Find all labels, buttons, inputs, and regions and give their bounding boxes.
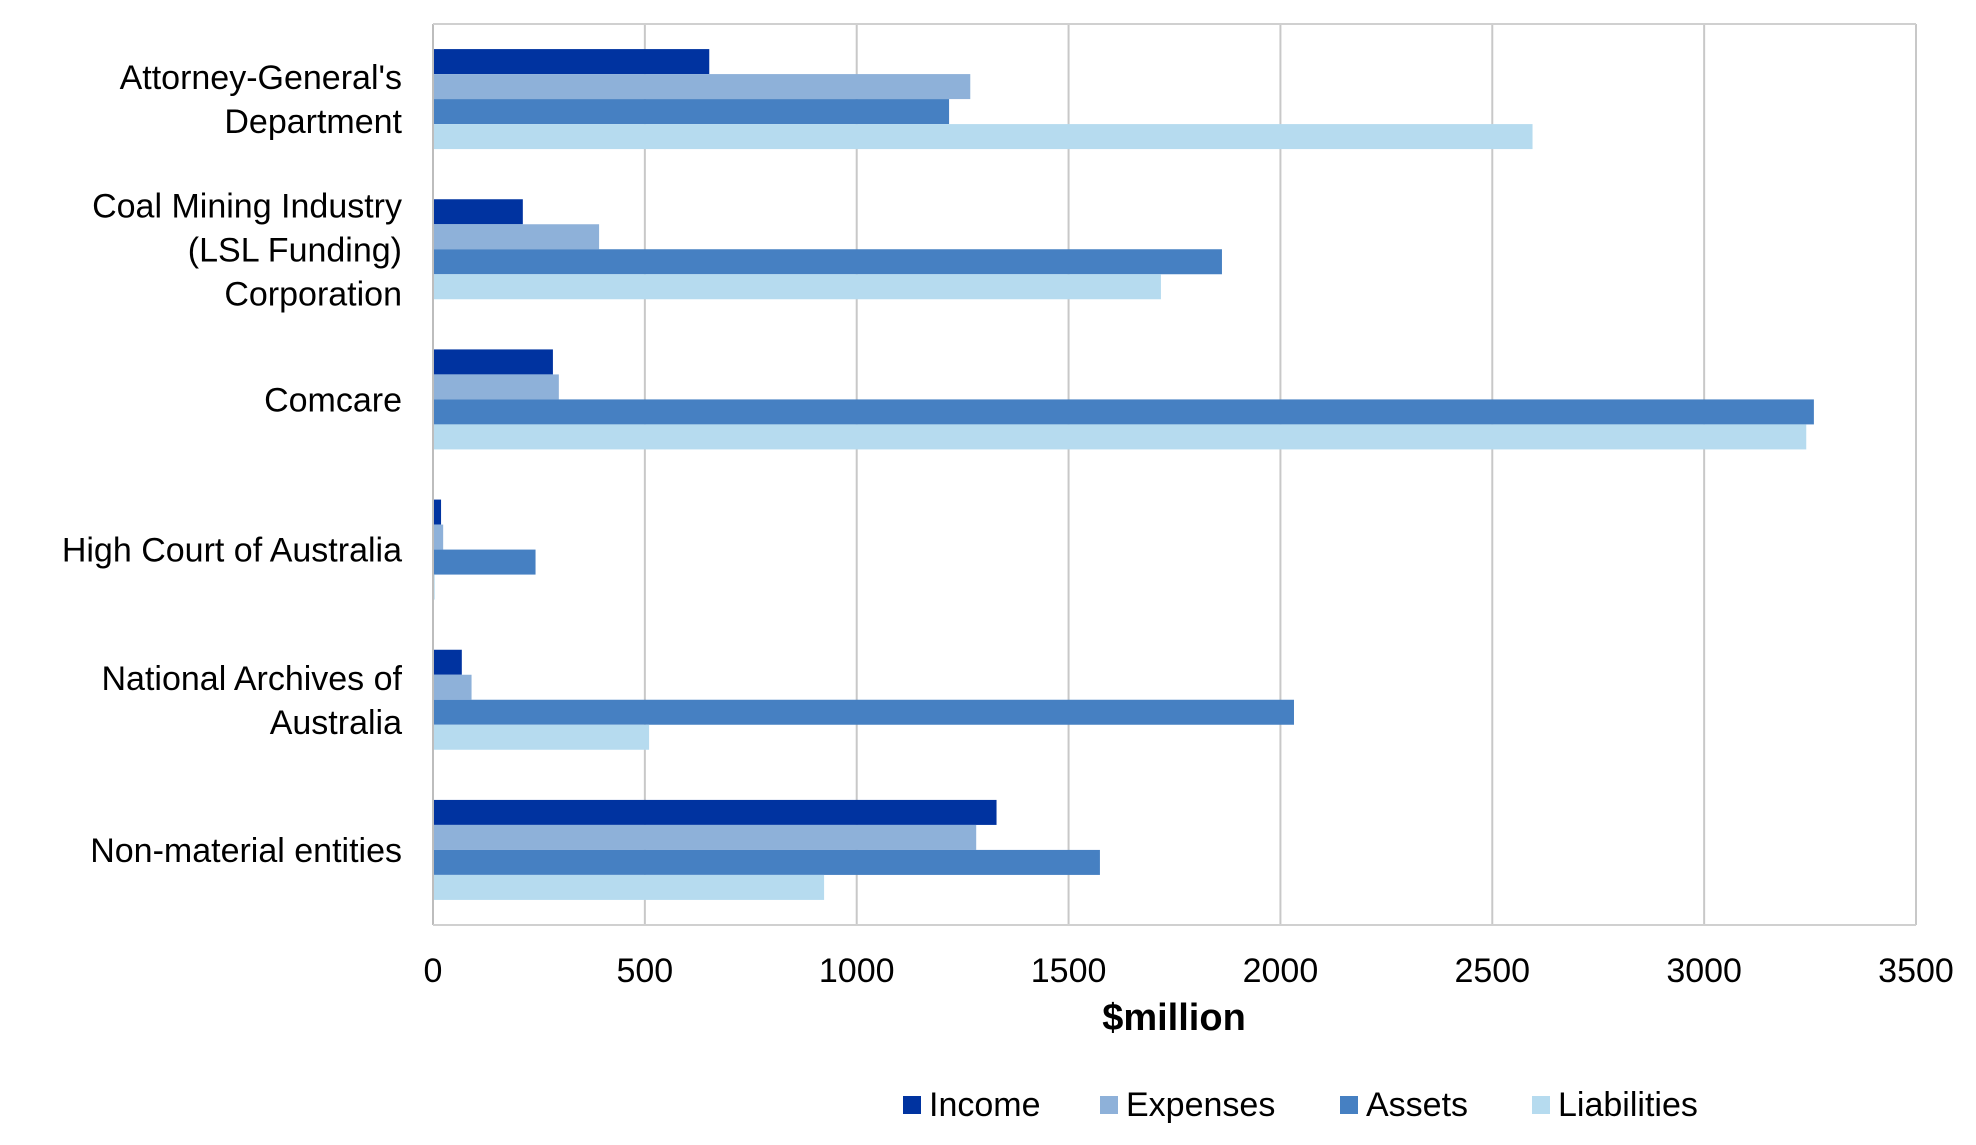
bar-assets-5	[433, 849, 1100, 875]
category-label: Coal Mining Industry (LSL Funding) Corpora…	[92, 187, 402, 313]
category-label: High Court of Australia	[62, 532, 402, 570]
bar-assets-3	[433, 549, 536, 575]
plot-frame	[432, 23, 1916, 926]
bar-income-0	[433, 49, 710, 75]
x-tick-label: 2500	[1454, 952, 1530, 990]
bar-income-3	[433, 499, 442, 525]
bar-assets-2	[433, 399, 1814, 425]
legend-swatch-assets	[1340, 1096, 1358, 1114]
x-tick-label: 2000	[1243, 952, 1319, 990]
legend-label-expenses: Expenses	[1126, 1086, 1275, 1124]
category-label-line: Department	[224, 103, 402, 141]
bar-expenses-5	[433, 824, 977, 850]
bar-assets-0	[433, 99, 950, 125]
category-label-line: Non-material entities	[90, 832, 402, 870]
bar-expenses-2	[433, 374, 559, 400]
category-label-line: High Court of Australia	[62, 532, 402, 570]
x-tick-label: 3500	[1878, 952, 1954, 990]
bar-liabilities-1	[433, 274, 1161, 300]
x-axis-title: $million	[1102, 997, 1246, 1039]
legend: Income Expenses Assets Liabilities	[903, 1086, 1698, 1124]
category-label-line: Coal Mining Industry	[92, 187, 402, 225]
bar-liabilities-0	[433, 124, 1533, 150]
category-label: National Archives of Australia	[102, 660, 403, 742]
category-label: Comcare	[264, 381, 402, 419]
category-label-line: Attorney-General's	[120, 59, 402, 97]
category-label-line: National Archives of	[102, 660, 403, 698]
category-labels: Attorney-General's Department Coal Mining …	[62, 59, 403, 870]
legend-swatch-income	[903, 1096, 921, 1114]
category-label-line: Corporation	[224, 275, 402, 313]
bar-liabilities-5	[433, 874, 825, 900]
bar-income-1	[433, 199, 523, 225]
legend-label-assets: Assets	[1366, 1086, 1468, 1124]
bar-assets-1	[433, 249, 1222, 275]
legend-swatch-liabilities	[1532, 1096, 1550, 1114]
x-tick-label: 0	[424, 952, 443, 990]
bar-expenses-0	[433, 74, 971, 100]
category-label-line: Comcare	[264, 381, 402, 419]
x-tick-label: 500	[616, 952, 673, 990]
gridlines	[643, 24, 1917, 925]
bar-income-4	[433, 649, 462, 675]
bars	[433, 49, 1814, 900]
bar-assets-4	[433, 699, 1294, 725]
category-label: Non-material entities	[90, 832, 402, 870]
category-label-line: (LSL Funding)	[188, 231, 402, 269]
bar-expenses-1	[433, 224, 600, 250]
bar-income-5	[433, 799, 997, 825]
legend-label-income: Income	[929, 1086, 1041, 1124]
bar-liabilities-2	[433, 424, 1807, 450]
x-tick-label: 3000	[1666, 952, 1742, 990]
legend-label-liabilities: Liabilities	[1558, 1086, 1698, 1124]
bar-expenses-4	[433, 674, 472, 700]
bar-liabilities-4	[433, 724, 650, 750]
bar-expenses-3	[433, 524, 444, 550]
category-label-line: Australia	[270, 704, 402, 742]
category-label: Attorney-General's Department	[120, 59, 403, 141]
x-tick-labels: 0 500 1000 1500 2000 2500 3000 3500	[424, 952, 1954, 990]
x-tick-label: 1000	[819, 952, 895, 990]
bar-income-2	[433, 349, 553, 375]
x-tick-label: 1500	[1031, 952, 1107, 990]
legend-swatch-expenses	[1100, 1096, 1118, 1114]
